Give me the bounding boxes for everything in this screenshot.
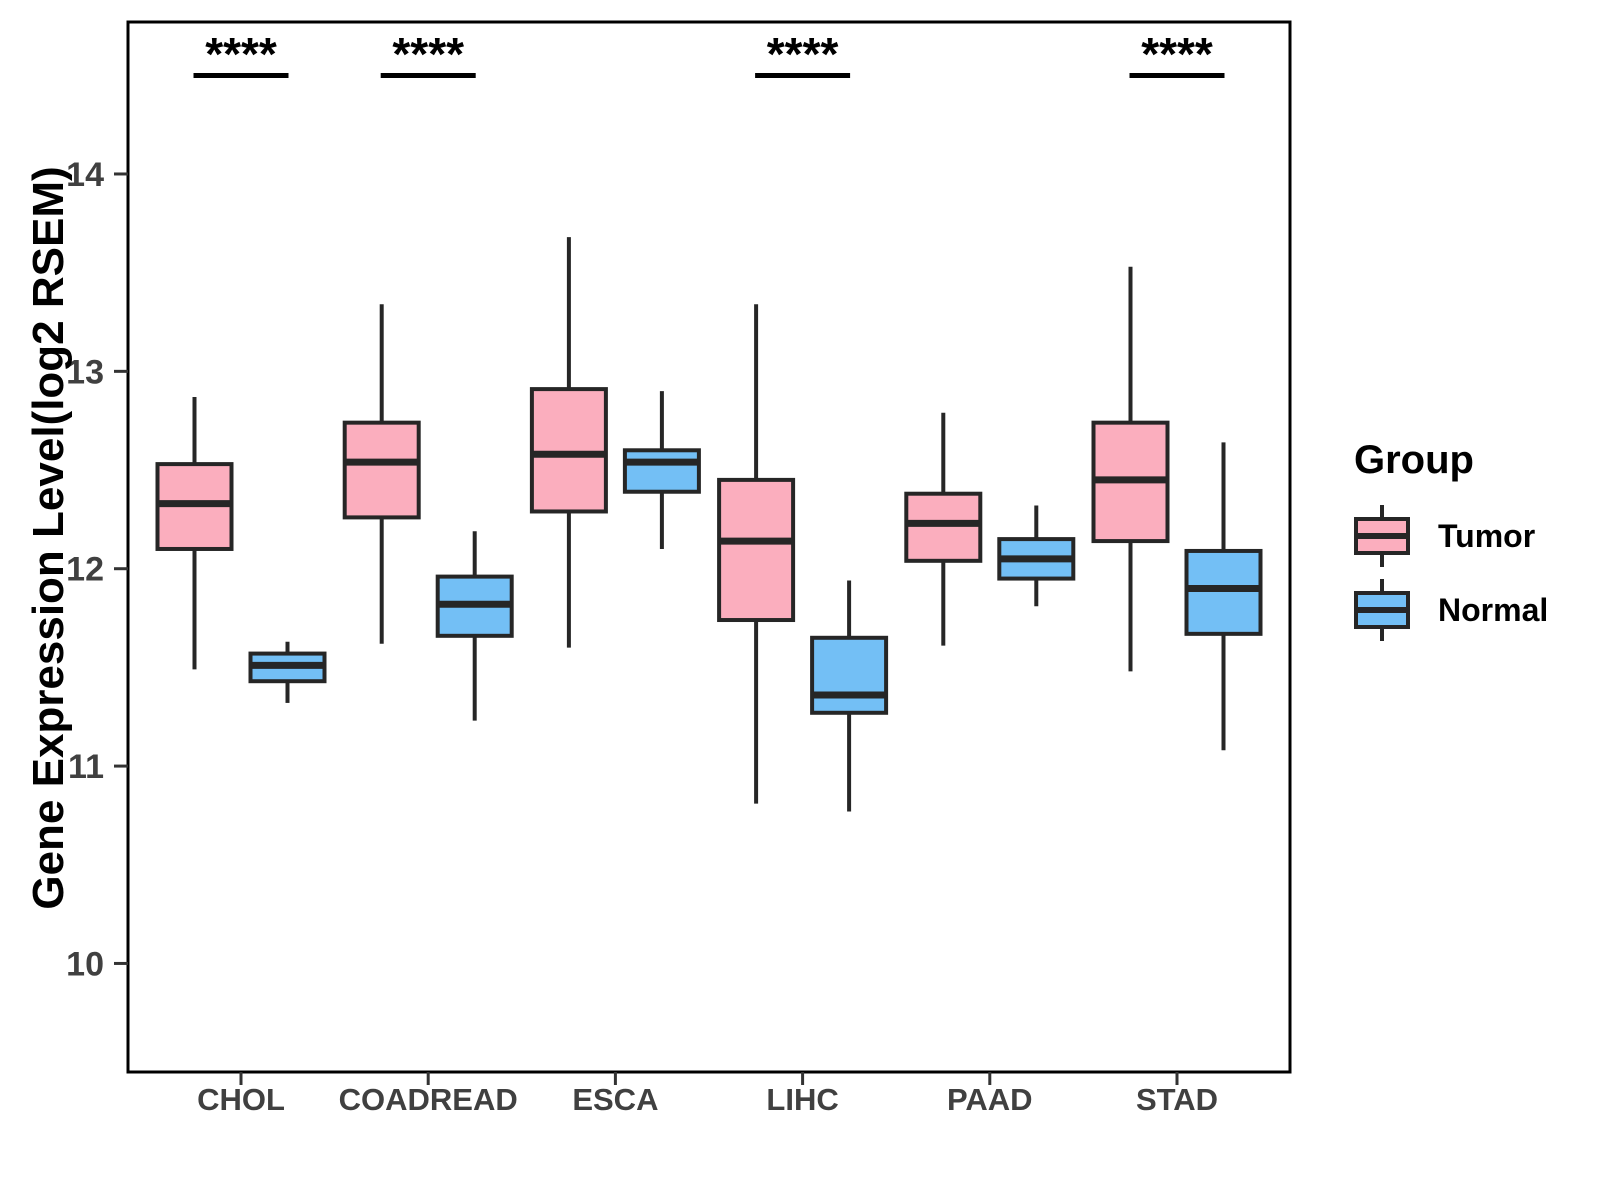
legend-label: Tumor [1438, 517, 1536, 554]
x-tick-label-esca: ESCA [572, 1082, 658, 1117]
x-tick-label-chol: CHOL [197, 1082, 285, 1117]
significance-stars-chol: **** [205, 28, 277, 80]
box-normal-esca [622, 448, 701, 494]
significance-underline-stad [1129, 73, 1225, 78]
significance-stars-lihc: **** [767, 28, 839, 80]
y-tick-label: 10 [66, 945, 104, 983]
panel-border [126, 20, 1292, 1074]
x-tick-label-coadread: COADREAD [339, 1082, 518, 1117]
box-tumor-esca [529, 387, 608, 514]
y-axis-title: Gene Expression Level(log2 RSEM) [24, 166, 73, 910]
box-tumor-paad [904, 491, 983, 563]
significance-stars-stad: **** [1141, 28, 1213, 80]
legend-item-normal: Normal [1354, 575, 1590, 645]
x-tick-label-stad: STAD [1136, 1082, 1218, 1117]
legend-label: Normal [1438, 591, 1549, 628]
x-tick-label-lihc: LIHC [766, 1082, 838, 1117]
x-tick-label-paad: PAAD [947, 1082, 1033, 1117]
significance-stars-coadread: **** [392, 28, 464, 80]
legend-title: Group [1354, 438, 1474, 482]
box-tumor-lihc [717, 477, 796, 623]
box-normal-lihc [810, 635, 889, 715]
legend: Group Tumor Normal [1330, 438, 1590, 649]
box-normal-stad [1184, 548, 1263, 636]
y-tick-label: 11 [68, 748, 104, 786]
significance-underline-lihc [755, 73, 851, 78]
y-tick-label: 13 [66, 353, 104, 391]
box-tumor-coadread [342, 420, 421, 520]
y-tick-label: 12 [66, 551, 104, 589]
y-tick-label: 14 [66, 156, 104, 194]
significance-underline-chol [193, 73, 289, 78]
legend-key-normal-icon [1354, 579, 1410, 641]
legend-item-tumor: Tumor [1354, 501, 1590, 571]
significance-underline-coadread [380, 73, 476, 78]
legend-key-tumor-icon [1354, 505, 1410, 567]
